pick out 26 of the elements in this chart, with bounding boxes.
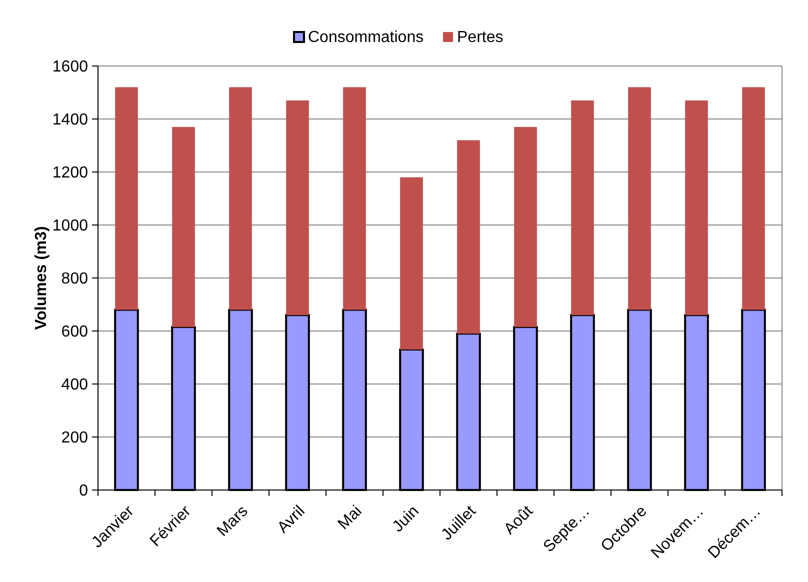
bar	[571, 100, 594, 316]
y-tick-label: 400	[61, 376, 88, 394]
y-tick-label: 1200	[52, 164, 88, 182]
bar	[115, 87, 138, 310]
bar	[628, 87, 651, 310]
y-tick-label: 600	[61, 324, 88, 341]
y-tick-label: 1600	[52, 58, 88, 76]
x-tick-label: Juin	[390, 502, 422, 536]
bar	[457, 140, 480, 334]
bar	[286, 100, 309, 316]
y-tick-label: 200	[61, 430, 88, 447]
y-tick-label: 800	[61, 270, 88, 288]
y-axis-title: Volumes (m3)	[33, 226, 50, 330]
bar	[685, 100, 708, 316]
legend-label: Pertes	[457, 29, 504, 46]
legend-label: Consommations	[308, 29, 424, 46]
bar	[229, 87, 252, 310]
x-tick-label: Mai	[335, 502, 366, 534]
bar	[514, 126, 537, 328]
bar	[742, 87, 765, 310]
bar	[400, 177, 423, 350]
y-tick-label: 1000	[52, 218, 88, 235]
y-tick-label: 0	[79, 482, 88, 500]
y-tick-label: 1400	[52, 112, 88, 129]
bar	[343, 87, 366, 310]
bar	[172, 126, 195, 328]
